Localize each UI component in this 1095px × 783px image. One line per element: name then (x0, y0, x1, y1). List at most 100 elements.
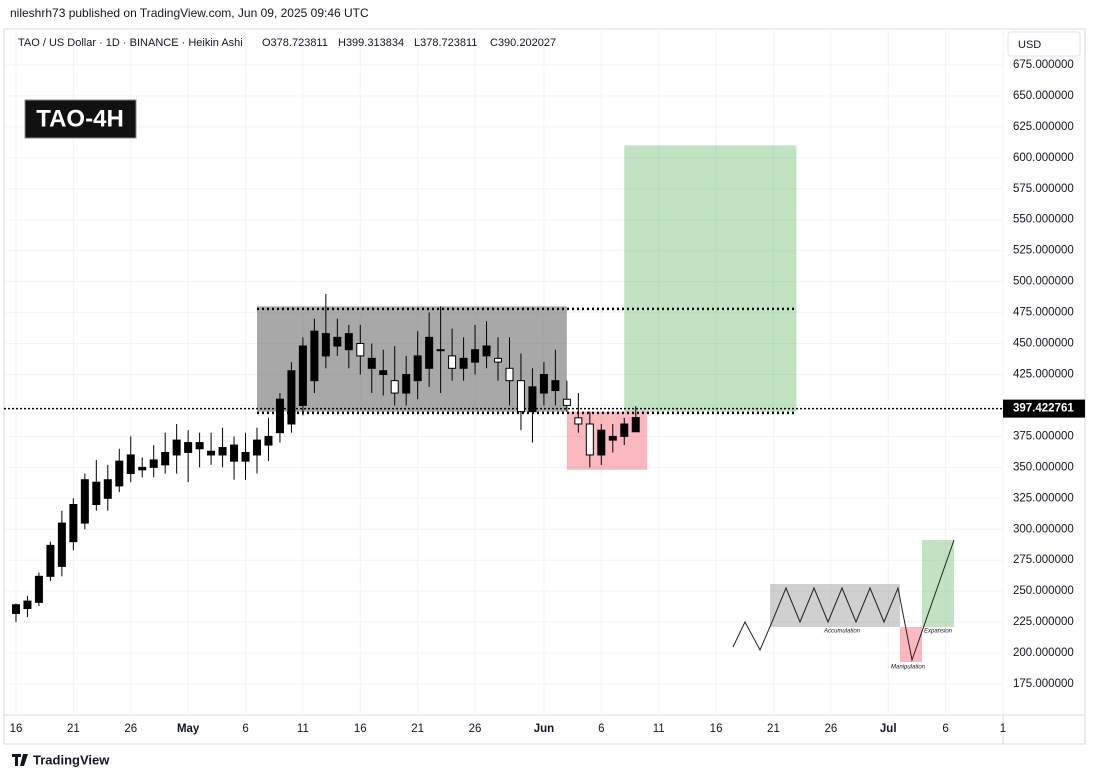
last-price-box (1003, 399, 1085, 418)
x-tick-label: 21 (767, 723, 780, 735)
currency[interactable]: USD (1018, 39, 1041, 51)
candle-body (436, 349, 445, 352)
candle-body (230, 444, 239, 462)
candle-body (516, 380, 525, 413)
candle-body (161, 451, 170, 466)
y-tick-label: 475.000000 (1013, 307, 1074, 319)
y-tick-label: 325.000000 (1013, 492, 1074, 504)
candle-body (149, 459, 158, 468)
candle-body (585, 423, 594, 456)
candle-body (448, 355, 457, 369)
candle-body (207, 450, 216, 456)
published-line: nileshrh73 published on TradingView.com,… (10, 6, 369, 20)
y-tick-label: 500.000000 (1013, 276, 1074, 288)
y-tick-label: 175.000000 (1013, 678, 1074, 690)
x-tick-label: 16 (10, 723, 23, 735)
x-tick-label: May (177, 723, 200, 735)
x-tick-label: 11 (653, 723, 665, 735)
candle-body (252, 439, 261, 456)
candle-body (379, 370, 388, 375)
candle-body (367, 357, 376, 369)
candle-body (356, 343, 365, 357)
y-tick-label: 575.000000 (1013, 183, 1074, 195)
y-tick-label: 525.000000 (1013, 245, 1074, 257)
y-tick-label: 625.000000 (1013, 121, 1074, 133)
candle-body (92, 481, 101, 505)
candle-body (471, 349, 480, 363)
y-tick-label: 200.000000 (1013, 647, 1074, 659)
y-tick-label: 275.000000 (1013, 554, 1074, 566)
inset-label: Accumulation (823, 629, 861, 635)
candle-body (46, 544, 55, 577)
x-tick-label: 11 (297, 723, 309, 735)
x-tick-label: 26 (824, 723, 837, 735)
candle-body (218, 447, 227, 456)
ohlc-low: L378.723811 (414, 37, 477, 49)
candle-body (172, 439, 181, 456)
badge-text: TAO-4H (36, 105, 124, 132)
candle-body (574, 417, 583, 425)
frame (3, 28, 1086, 745)
candle-body (321, 333, 330, 357)
x-tick-label: 1 (1000, 723, 1006, 735)
last-price-label: 397.422761 (1013, 403, 1074, 415)
x-tick-label: 6 (942, 723, 948, 735)
candle-body (631, 417, 640, 433)
x-tick-label: Jul (880, 723, 897, 735)
y-tick-label: 675.000000 (1013, 59, 1074, 71)
candle-body (103, 479, 112, 499)
candle-body (241, 451, 250, 462)
x-tick-label: 26 (469, 723, 482, 735)
y-tick-label: 600.000000 (1013, 152, 1074, 164)
inset-label: Expansion (924, 629, 953, 635)
ohlc-open: O378.723811 (262, 37, 328, 49)
candle-body (184, 442, 193, 453)
candle-body (539, 373, 548, 394)
y-tick-label: 225.000000 (1013, 616, 1074, 628)
candle-body (264, 435, 273, 446)
symbol: TAO / US Dollar · 1D · BINANCE · Heikin … (18, 37, 243, 49)
inset-manipulation (900, 627, 922, 662)
candle-body (620, 423, 629, 437)
inset-diagram: Accumulation Manipulation Expansion (732, 539, 955, 671)
candle-body (528, 386, 537, 413)
candle-body (275, 398, 284, 434)
candle-body (80, 479, 89, 524)
marks (11, 293, 640, 623)
candle-body (413, 355, 422, 382)
candle-body (287, 370, 296, 425)
inset-path (732, 539, 955, 662)
candle-body (11, 604, 20, 614)
badge (24, 99, 137, 139)
x-tick-label: 21 (411, 723, 424, 735)
candle-body (126, 454, 135, 475)
candle-body (425, 336, 434, 369)
x-tick-label: 26 (124, 723, 137, 735)
candle-body (551, 380, 560, 392)
inset-label: Manipulation (891, 665, 926, 671)
candle-body (390, 380, 399, 394)
x-tick-label: 21 (67, 723, 80, 735)
candle-body (333, 336, 342, 347)
x-tick-label: 16 (710, 723, 723, 735)
candle-body (138, 466, 147, 471)
candle-body (34, 575, 43, 603)
y-tick-label: 425.000000 (1013, 369, 1074, 381)
candle-body (597, 429, 606, 456)
candle-body (494, 357, 503, 363)
x-tick-label: Jun (534, 723, 554, 735)
candle-body (608, 435, 617, 441)
footer: TradingView (33, 752, 110, 767)
ohlc-close: C390.202027 (490, 37, 556, 49)
candle-body (115, 460, 124, 487)
candle-body (402, 373, 411, 394)
x-tick-label: 6 (598, 723, 604, 735)
candle-body (459, 357, 468, 369)
candle-body (562, 398, 571, 406)
y-tick-label: 650.000000 (1013, 90, 1074, 102)
zones (4, 145, 1003, 470)
x-tick-label: 6 (242, 723, 248, 735)
currency-button[interactable] (1007, 31, 1081, 57)
y-tick-label: 375.000000 (1013, 430, 1074, 442)
